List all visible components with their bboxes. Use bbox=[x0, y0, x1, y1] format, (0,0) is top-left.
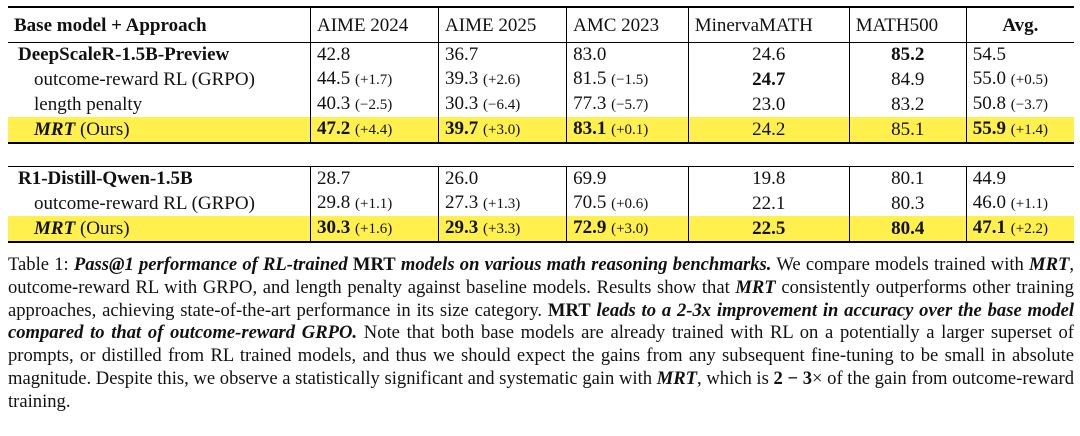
delta: (+0.5) bbox=[1010, 71, 1048, 88]
cell: 22.1 bbox=[687, 190, 850, 216]
approach-name: outcome-reward RL (GRPO) bbox=[34, 68, 255, 90]
delta: (+0.6) bbox=[611, 195, 649, 212]
header-avg: Avg. bbox=[965, 6, 1074, 43]
table-row: R1-Distill-Qwen-1.5B 28.7 26.0 69.9 19.8… bbox=[8, 166, 1074, 191]
cell: 29.8 (+1.1) bbox=[309, 190, 439, 216]
delta: (+1.4) bbox=[1010, 121, 1048, 138]
cell: 27.3 (+1.3) bbox=[438, 190, 567, 216]
cell: 40.3 (−2.5) bbox=[309, 91, 439, 117]
delta: (+1.6) bbox=[355, 220, 393, 237]
delta: (−6.4) bbox=[483, 96, 521, 113]
cell: 81.5 (−1.5) bbox=[566, 66, 689, 92]
group-spacer bbox=[8, 143, 1074, 167]
cell: 47.1 (+2.2) bbox=[965, 215, 1074, 243]
cell: 42.8 bbox=[309, 42, 439, 67]
approach-name: length penalty bbox=[34, 93, 143, 115]
cell: 85.2 bbox=[848, 42, 967, 67]
cell: 46.0 (+1.1) bbox=[965, 190, 1074, 216]
cell: 24.7 bbox=[687, 66, 850, 92]
header-approach: Base model + Approach bbox=[8, 6, 311, 43]
base-model-name: DeepScaleR-1.5B-Preview bbox=[8, 42, 311, 67]
delta: (+2.2) bbox=[1010, 220, 1048, 237]
cell: 19.8 bbox=[687, 166, 850, 191]
delta: (+1.7) bbox=[355, 71, 393, 88]
caption-label: Table 1: bbox=[8, 254, 69, 275]
cell: 69.9 bbox=[566, 166, 689, 191]
approach-name: MRT (Ours) bbox=[8, 116, 311, 144]
cell: 55.9 (+1.4) bbox=[965, 116, 1074, 144]
table-caption: Table 1: Pass@1 performance of RL-traine… bbox=[8, 254, 1075, 412]
delta: (+3.3) bbox=[483, 220, 521, 237]
cell: 72.9 (+3.0) bbox=[566, 215, 689, 243]
delta: (+1.3) bbox=[483, 195, 521, 212]
header-minervamath: MinervaMATH bbox=[687, 6, 850, 43]
cell: 44.9 bbox=[965, 166, 1074, 191]
cell: 80.4 bbox=[848, 215, 967, 243]
cell: 50.8 (−3.7) bbox=[965, 91, 1074, 117]
cell: 22.5 bbox=[687, 215, 850, 243]
table-row: length penalty 40.3 (−2.5) 30.3 (−6.4) 7… bbox=[8, 91, 1074, 117]
table-row: outcome-reward RL (GRPO) 44.5 (+1.7) 39.… bbox=[8, 66, 1074, 92]
cell: 26.0 bbox=[438, 166, 567, 191]
delta: (−2.5) bbox=[355, 96, 393, 113]
delta: (+4.4) bbox=[355, 121, 393, 138]
delta: (+0.1) bbox=[611, 121, 649, 138]
table-row: DeepScaleR-1.5B-Preview 42.8 36.7 83.0 2… bbox=[8, 42, 1074, 67]
approach-name: MRT (Ours) bbox=[8, 215, 311, 243]
delta: (−5.7) bbox=[611, 96, 649, 113]
cell: 24.2 bbox=[687, 116, 850, 144]
delta: (+3.0) bbox=[483, 121, 521, 138]
cell: 84.9 bbox=[848, 66, 967, 92]
header-amc-2023: AMC 2023 bbox=[566, 6, 689, 43]
delta: (−3.7) bbox=[1010, 96, 1048, 113]
cell: 83.1 (+0.1) bbox=[566, 116, 689, 144]
cell: 47.2 (+4.4) bbox=[309, 116, 439, 144]
delta: (−1.5) bbox=[611, 71, 649, 88]
cell: 30.3 (−6.4) bbox=[438, 91, 567, 117]
base-model-name: R1-Distill-Qwen-1.5B bbox=[8, 166, 311, 191]
cell: 39.3 (+2.6) bbox=[438, 66, 567, 92]
table-header-row: Base model + Approach AIME 2024 AIME 202… bbox=[8, 6, 1074, 43]
cell: 39.7 (+3.0) bbox=[438, 116, 567, 144]
header-aime-2024: AIME 2024 bbox=[309, 6, 439, 43]
cell: 70.5 (+0.6) bbox=[566, 190, 689, 216]
cell: 83.0 bbox=[566, 42, 689, 67]
header-aime-2025: AIME 2025 bbox=[438, 6, 567, 43]
cell: 23.0 bbox=[687, 91, 850, 117]
cell: 24.6 bbox=[687, 42, 850, 67]
delta: (+1.1) bbox=[355, 195, 393, 212]
cell: 36.7 bbox=[438, 42, 567, 67]
table-row-highlighted: MRT (Ours) 30.3 (+1.6) 29.3 (+3.3) 72.9 … bbox=[8, 215, 1074, 243]
cell: 54.5 bbox=[965, 42, 1074, 67]
table-row: outcome-reward RL (GRPO) 29.8 (+1.1) 27.… bbox=[8, 190, 1074, 216]
table-row-highlighted: MRT (Ours) 47.2 (+4.4) 39.7 (+3.0) 83.1 … bbox=[8, 116, 1074, 144]
delta: (+2.6) bbox=[483, 71, 521, 88]
header-math500: MATH500 bbox=[848, 6, 967, 43]
cell: 28.7 bbox=[309, 166, 439, 191]
cell: 77.3 (−5.7) bbox=[566, 91, 689, 117]
cell: 55.0 (+0.5) bbox=[965, 66, 1074, 92]
delta: (+3.0) bbox=[611, 220, 649, 237]
approach-name: outcome-reward RL (GRPO) bbox=[34, 192, 255, 214]
cell: 85.1 bbox=[848, 116, 967, 144]
cell: 44.5 (+1.7) bbox=[309, 66, 439, 92]
cell: 80.3 bbox=[848, 190, 967, 216]
results-table: Base model + Approach AIME 2024 AIME 202… bbox=[8, 6, 1074, 243]
cell: 30.3 (+1.6) bbox=[309, 215, 439, 243]
cell: 80.1 bbox=[848, 166, 967, 191]
cell: 83.2 bbox=[848, 91, 967, 117]
cell: 29.3 (+3.3) bbox=[438, 215, 567, 243]
delta: (+1.1) bbox=[1010, 195, 1048, 212]
